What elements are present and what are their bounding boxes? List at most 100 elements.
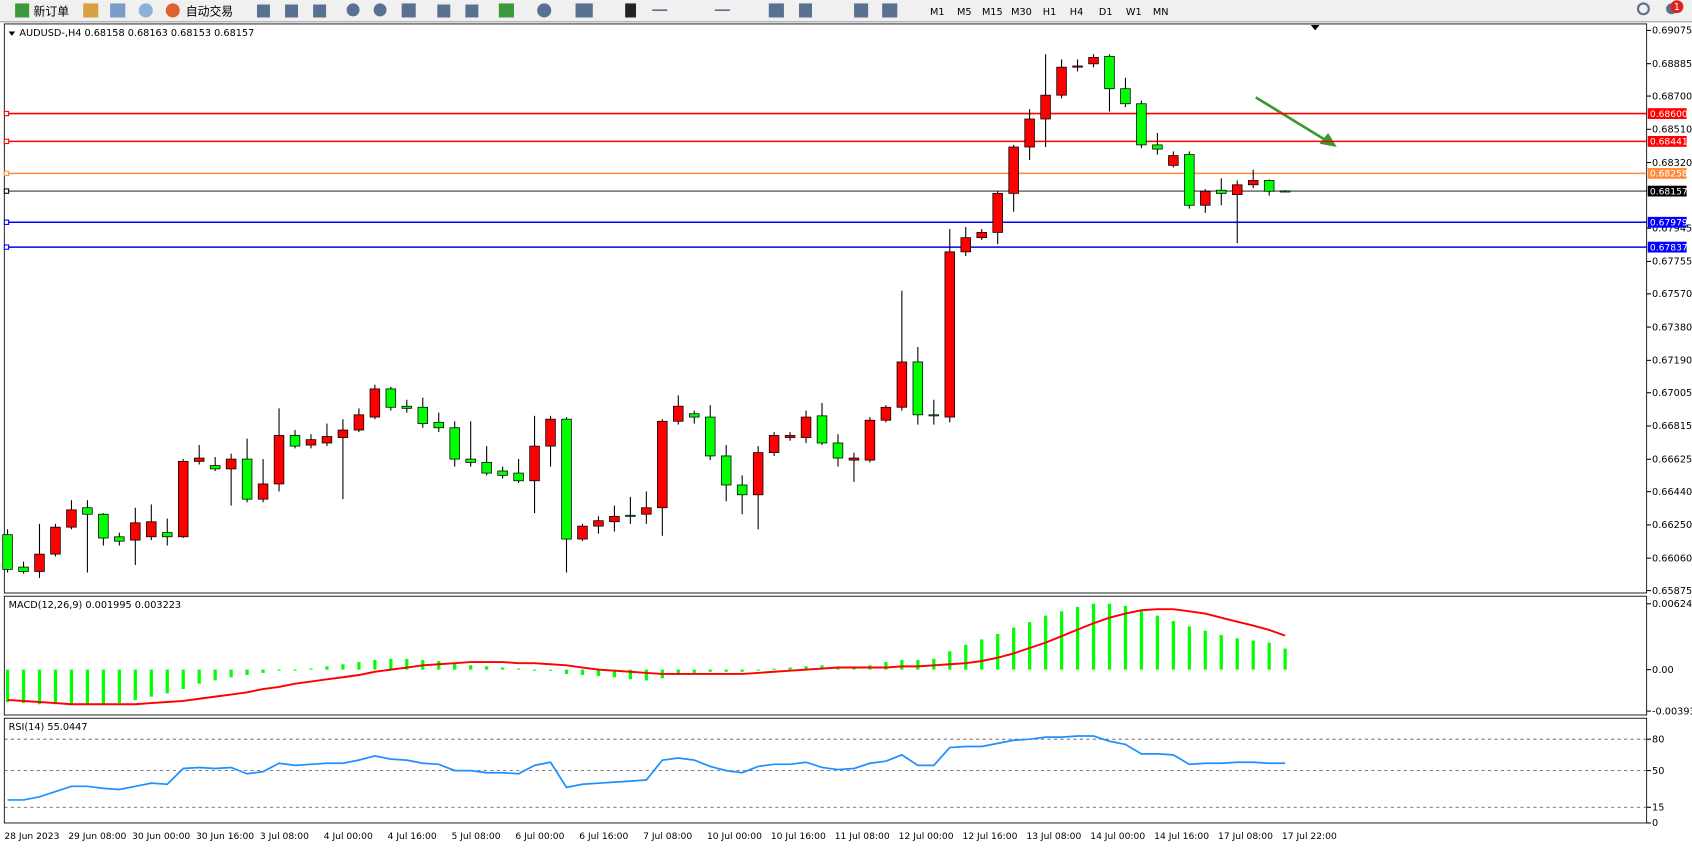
- price-level-label: 0.67837: [1650, 242, 1688, 253]
- timeframe-button[interactable]: D1: [1099, 7, 1113, 18]
- icon[interactable]: [714, 9, 730, 11]
- macd-bar: [1267, 642, 1271, 670]
- candle-body: [752, 452, 764, 496]
- icon[interactable]: [437, 4, 451, 18]
- macd-bar: [149, 669, 153, 697]
- macd-bar: [948, 651, 952, 670]
- timeframe-button[interactable]: H4: [1070, 7, 1083, 18]
- new-order-icon[interactable]: [15, 3, 30, 18]
- candle-body: [1072, 65, 1083, 68]
- x-tick-label: 3 Jul 08:00: [260, 831, 309, 842]
- y-tick-label: 0.67570: [1652, 289, 1692, 300]
- candle-body: [18, 566, 29, 572]
- icon[interactable]: [625, 3, 636, 18]
- macd-bar: [373, 659, 377, 670]
- macd-bar: [980, 639, 984, 670]
- macd-bar: [1251, 640, 1255, 670]
- notification-count: 1: [1674, 2, 1680, 13]
- icon[interactable]: [83, 3, 99, 18]
- y-tick-label: 0.66815: [1652, 421, 1692, 432]
- icon[interactable]: [882, 3, 898, 18]
- icon[interactable]: [799, 3, 812, 18]
- candle-body: [1263, 180, 1275, 192]
- timeframe-button[interactable]: M5: [957, 7, 972, 18]
- icon[interactable]: [575, 3, 593, 18]
- icon[interactable]: [854, 3, 869, 18]
- icon[interactable]: [313, 4, 327, 18]
- timeframe-button[interactable]: M1: [930, 7, 945, 18]
- auto-trading-icon[interactable]: [165, 3, 180, 18]
- macd-bar: [37, 669, 42, 705]
- symbol-menu-arrow[interactable]: [8, 31, 16, 36]
- icon[interactable]: [401, 3, 416, 18]
- candle-body: [992, 193, 1003, 233]
- candle-body: [896, 361, 908, 408]
- macd-bar: [516, 668, 521, 670]
- x-tick-label: 30 Jun 16:00: [196, 831, 254, 842]
- macd-bar: [548, 669, 553, 671]
- rsi-line: [7, 735, 1286, 801]
- candle-body: [1231, 184, 1243, 195]
- x-tick-label: 30 Jun 00:00: [132, 831, 190, 842]
- y-tick-label: 0: [1652, 818, 1658, 829]
- y-tick-label: 0.68510: [1652, 125, 1692, 136]
- icon[interactable]: [346, 3, 360, 17]
- y-tick-label: 0.67190: [1652, 356, 1692, 367]
- macd-bar: [181, 669, 185, 690]
- timeframe-button[interactable]: M15: [982, 7, 1003, 18]
- icon[interactable]: [285, 4, 299, 18]
- icon[interactable]: [768, 3, 784, 18]
- y-tick-label: 15: [1652, 803, 1664, 814]
- macd-bar: [1059, 611, 1064, 670]
- macd-bar: [117, 669, 121, 704]
- icon[interactable]: [373, 3, 387, 17]
- x-tick-label: 17 Jul 22:00: [1282, 831, 1337, 842]
- icon[interactable]: [465, 4, 479, 18]
- trend-arrow-head: [1319, 133, 1337, 148]
- x-tick-label: 4 Jul 00:00: [324, 831, 373, 842]
- icon[interactable]: [138, 3, 153, 18]
- y-tick-label: 0.67755: [1652, 257, 1692, 268]
- candle-body: [321, 436, 333, 444]
- y-tick-label: -0.003932: [1652, 706, 1692, 717]
- candle-body: [593, 520, 604, 527]
- macd-bar: [69, 669, 74, 705]
- chart-title: AUDUSD-,H4 0.68158 0.68163 0.68153 0.681…: [19, 28, 254, 39]
- macd-bar: [820, 665, 824, 670]
- macd-bar: [101, 669, 105, 705]
- candle-body: [529, 445, 540, 482]
- price-level-label: 0.68441: [1650, 137, 1688, 148]
- shift-marker: [1310, 25, 1320, 31]
- macd-bar: [916, 659, 920, 670]
- macd-bar: [309, 668, 313, 670]
- x-tick-label: 6 Jul 16:00: [579, 831, 628, 842]
- x-tick-label: 5 Jul 08:00: [451, 831, 500, 842]
- candle-body: [976, 232, 987, 239]
- x-tick-label: 14 Jul 16:00: [1154, 831, 1209, 842]
- candle-body: [1216, 189, 1227, 194]
- candle-body: [305, 439, 317, 446]
- icon[interactable]: [110, 3, 126, 18]
- new-order[interactable]: 新订单: [33, 5, 69, 19]
- y-tick-label: 0.67380: [1652, 322, 1692, 333]
- candle-body: [1136, 103, 1147, 146]
- icon[interactable]: [256, 4, 270, 18]
- icon[interactable]: [652, 9, 668, 11]
- macd-bar: [788, 667, 792, 670]
- timeframe-button[interactable]: H1: [1043, 7, 1056, 18]
- notification-badge[interactable]: [1670, 0, 1684, 14]
- timeframe-button[interactable]: W1: [1126, 7, 1142, 18]
- search-icon[interactable]: [1636, 2, 1650, 16]
- candle-body: [657, 420, 668, 509]
- macd-bar: [229, 669, 233, 678]
- candle-body: [641, 507, 652, 515]
- icon[interactable]: [537, 3, 552, 18]
- y-tick-label: 0.67945: [1652, 223, 1692, 234]
- candle-body: [561, 418, 572, 540]
- timeframe-button[interactable]: M30: [1011, 7, 1032, 18]
- auto-trading[interactable]: 自动交易: [186, 5, 233, 19]
- icon[interactable]: [498, 3, 514, 18]
- toolbar-bg: [0, 0, 1692, 22]
- timeframe-button[interactable]: MN: [1153, 7, 1169, 18]
